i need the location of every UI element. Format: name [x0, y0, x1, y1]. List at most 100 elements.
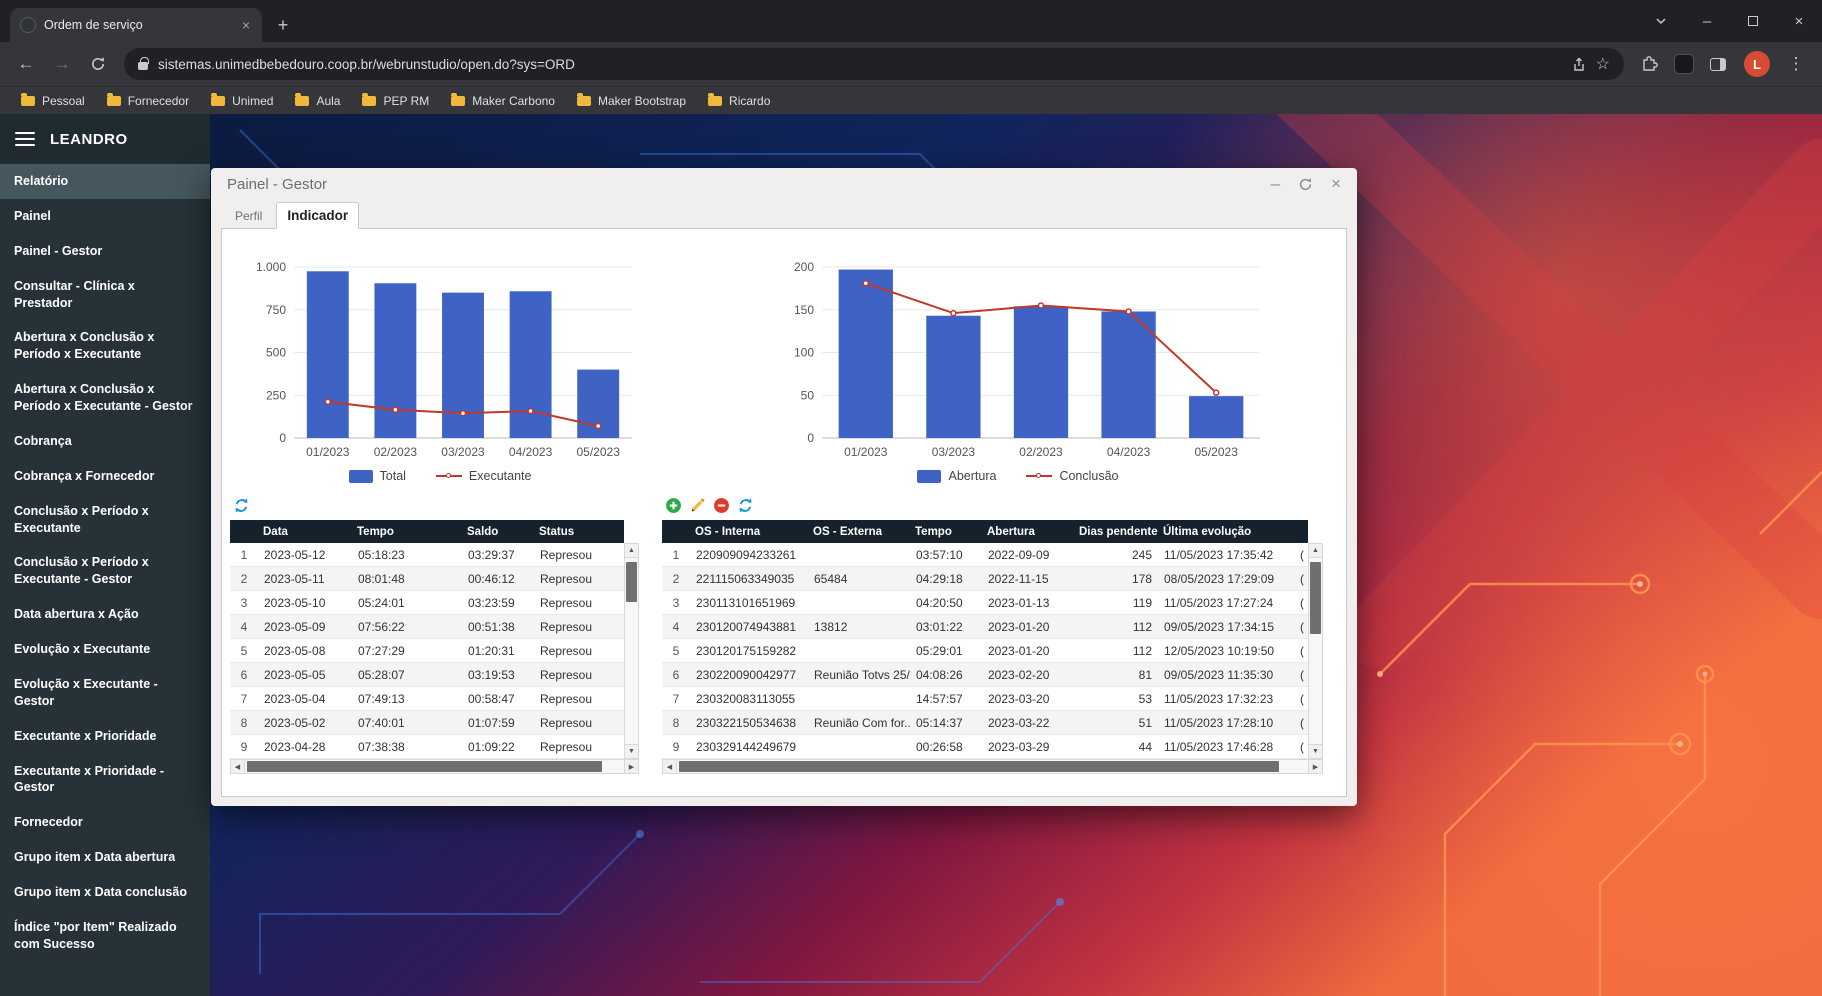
scroll-down-button[interactable]: ▼: [624, 744, 639, 759]
sidebar-item[interactable]: Consultar - Clínica x Prestador: [14, 278, 135, 310]
delete-button[interactable]: [712, 496, 730, 514]
tab-close-icon[interactable]: ×: [241, 17, 250, 33]
scroll-right-button[interactable]: ▶: [1308, 759, 1323, 774]
window-close-button[interactable]: ×: [1794, 12, 1804, 30]
new-tab-button[interactable]: +: [277, 14, 289, 35]
scroll-left-button[interactable]: ◀: [662, 759, 677, 774]
table-row[interactable]: 8 2023-05-02 07:40:01 01:07:59 Represou: [230, 710, 624, 735]
extensions-puzzle-icon[interactable]: [1634, 48, 1666, 80]
scroll-up-button[interactable]: ▲: [1308, 543, 1323, 558]
sidebar-item[interactable]: Relatório: [0, 164, 210, 199]
column-header[interactable]: Abertura: [982, 520, 1074, 543]
panel-minimize-button[interactable]: –: [1270, 174, 1281, 193]
column-header[interactable]: [1294, 520, 1308, 543]
scroll-down-button[interactable]: ▼: [1308, 744, 1323, 759]
tab-indicador[interactable]: Indicador: [276, 202, 360, 229]
refresh-button[interactable]: [736, 496, 754, 514]
vertical-scrollbar[interactable]: ▲ ▼: [624, 543, 639, 759]
sidebar-item[interactable]: Executante x Prioridade: [14, 728, 157, 743]
tab-perfil[interactable]: Perfil: [235, 209, 263, 223]
column-header[interactable]: Saldo: [462, 520, 534, 543]
sidebar-item[interactable]: Executante x Prioridade - Gestor: [14, 763, 165, 795]
bookmark-star-icon[interactable]: ☆: [1595, 56, 1610, 73]
scroll-right-button[interactable]: ▶: [624, 759, 639, 774]
vertical-scrollbar[interactable]: ▲ ▼: [1308, 543, 1323, 759]
legend-item[interactable]: Conclusão: [1026, 469, 1119, 483]
sidebar-item[interactable]: Grupo item x Data conclusão: [14, 885, 187, 899]
address-bar[interactable]: sistemas.unimedbebedouro.coop.br/webruns…: [124, 48, 1624, 80]
table-row[interactable]: 7 2023-05-04 07:49:13 00:58:47 Represou: [230, 686, 624, 712]
refresh-button[interactable]: [232, 496, 250, 514]
table-row[interactable]: 1 2023-05-12 05:18:23 03:29:37 Represou: [230, 543, 624, 568]
scrollbar-thumb[interactable]: [679, 761, 1279, 772]
extension-icon[interactable]: [1674, 54, 1694, 74]
sidebar-item[interactable]: Painel: [14, 208, 51, 223]
share-icon[interactable]: [1572, 57, 1586, 72]
column-header[interactable]: [230, 520, 258, 543]
table-row[interactable]: 5 230120175159282 05:29:01 2023-01-20 112 12/…: [662, 638, 1308, 664]
sidebar-item[interactable]: Abertura x Conclusão x Período x Executa…: [14, 330, 155, 362]
window-minimize-button[interactable]: –: [1702, 12, 1712, 30]
tab-search-chevron-icon[interactable]: [1638, 0, 1684, 42]
bookmark-item[interactable]: Maker Bootstrap: [568, 91, 695, 111]
table-row[interactable]: 7 230320083113055 14:57:57 2023-03-20 53 11/0…: [662, 686, 1308, 712]
bookmark-item[interactable]: PEP RM: [353, 91, 438, 111]
sidebar-item[interactable]: Evolução x Executante - Gestor: [14, 676, 158, 708]
panel-refresh-button[interactable]: [1298, 177, 1313, 192]
sidebar-item[interactable]: Conclusão x Período x Executante - Gesto…: [14, 555, 149, 587]
sidebar-item[interactable]: Cobrança: [14, 433, 72, 448]
forward-button[interactable]: →: [53, 54, 71, 73]
table-row[interactable]: 3 2023-05-10 05:24:01 03:23:59 Represou: [230, 590, 624, 616]
bookmark-item[interactable]: Aula: [286, 91, 349, 111]
horizontal-scrollbar[interactable]: ◀ ▶: [662, 759, 1323, 774]
table-row[interactable]: 3 230113101651969 04:20:50 2023-01-13 119 11/…: [662, 590, 1308, 616]
sidebar-item[interactable]: Conclusão x Período x Executante: [14, 503, 149, 535]
hamburger-menu-icon[interactable]: [15, 128, 35, 150]
sidebar-item[interactable]: Cobrança x Fornecedor: [14, 468, 155, 483]
add-button[interactable]: [664, 496, 682, 514]
scroll-up-button[interactable]: ▲: [624, 543, 639, 558]
column-header[interactable]: Status: [534, 520, 624, 543]
table-row[interactable]: 8 230322150534638 Reunião Com for... 05:14:…: [662, 710, 1308, 735]
sidebar-item[interactable]: Grupo item x Data abertura: [14, 850, 176, 865]
column-header[interactable]: Data: [258, 520, 352, 543]
column-header[interactable]: Dias pendente: [1074, 520, 1158, 543]
table-row[interactable]: 1 220909094233261 03:57:10 2022-09-09 245 11/…: [662, 543, 1308, 568]
table-row[interactable]: 2 2023-05-11 08:01:48 00:46:12 Represou: [230, 566, 624, 592]
scrollbar-thumb[interactable]: [1310, 562, 1321, 634]
column-header[interactable]: Tempo: [910, 520, 982, 543]
column-header[interactable]: OS - Externa: [808, 520, 910, 543]
table-row[interactable]: 6 230220090042977 Reunião Totvs 25/... 04:0…: [662, 662, 1308, 688]
browser-tab[interactable]: Ordem de serviço ×: [10, 8, 262, 42]
horizontal-scrollbar[interactable]: ◀ ▶: [230, 759, 639, 774]
table-row[interactable]: 9 230329144249679 00:26:58 2023-03-29 44 11/0…: [662, 734, 1308, 759]
reload-button[interactable]: [82, 48, 114, 80]
edit-pencil-button[interactable]: [688, 496, 706, 514]
panel-close-button[interactable]: ×: [1331, 174, 1341, 193]
column-header[interactable]: [662, 520, 690, 543]
window-maximize-button[interactable]: [1730, 0, 1776, 42]
scrollbar-thumb[interactable]: [247, 761, 602, 772]
bookmark-item[interactable]: Ricardo: [699, 91, 779, 111]
sidebar-item[interactable]: Índice "por Item" Realizado com Sucesso: [14, 919, 177, 951]
profile-avatar[interactable]: L: [1744, 51, 1770, 77]
table-row[interactable]: 9 2023-04-28 07:38:38 01:09:22 Represou: [230, 734, 624, 759]
legend-item[interactable]: Executante: [435, 469, 531, 483]
table-row[interactable]: 6 2023-05-05 05:28:07 03:19:53 Represou: [230, 662, 624, 688]
back-button[interactable]: ←: [17, 54, 35, 73]
menu-kebab-icon[interactable]: ⋮: [1787, 54, 1805, 73]
sidebar-item[interactable]: Evolução x Executante: [14, 642, 151, 656]
bookmark-item[interactable]: Fornecedor: [98, 91, 198, 111]
sidebar-item[interactable]: Painel - Gestor: [14, 243, 103, 258]
column-header[interactable]: OS - Interna: [690, 520, 808, 543]
legend-item[interactable]: Total: [348, 469, 406, 483]
sidebar-item[interactable]: Fornecedor: [14, 815, 83, 830]
column-header[interactable]: Tempo: [352, 520, 462, 543]
bookmark-item[interactable]: Unimed: [202, 91, 282, 111]
bookmark-item[interactable]: Pessoal: [12, 91, 94, 111]
table-row[interactable]: 4 2023-05-09 07:56:22 00:51:38 Represou: [230, 614, 624, 640]
scroll-left-button[interactable]: ◀: [230, 759, 245, 774]
sidebar-item[interactable]: Data abertura x Ação: [14, 607, 139, 622]
table-row[interactable]: 2 221115063349035 65484 04:29:18 2022-11-15 1…: [662, 566, 1308, 592]
table-row[interactable]: 5 2023-05-08 07:27:29 01:20:31 Represou: [230, 638, 624, 664]
